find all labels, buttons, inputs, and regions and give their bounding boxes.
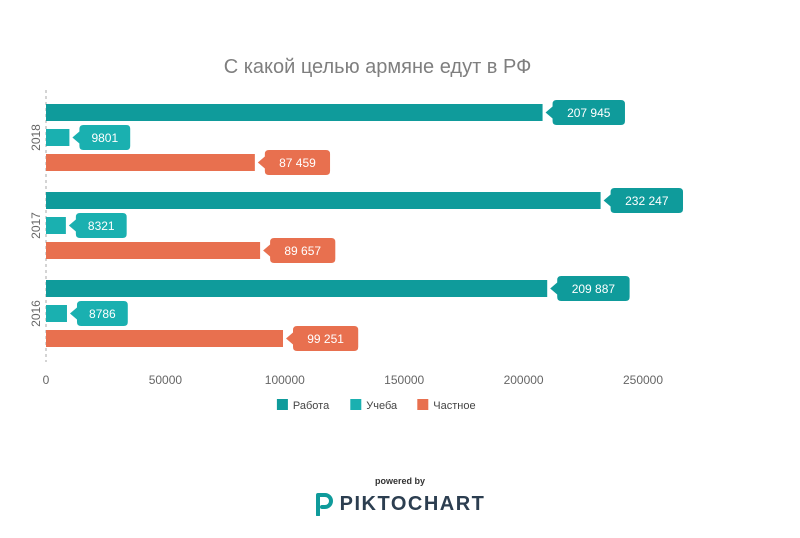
x-tick-label-200000: 200000 xyxy=(504,373,544,387)
legend-label-1: Учеба xyxy=(366,400,398,412)
data-label-bubble-2018-0 xyxy=(545,100,625,125)
data-label-bubble-2016-2 xyxy=(286,326,359,351)
bar-2017-0 xyxy=(46,192,601,209)
data-label-2017-1: 8321 xyxy=(88,219,115,233)
bar-2018-2 xyxy=(46,154,255,171)
data-label-bubble-2018-1 xyxy=(72,125,131,150)
data-label-2016-0: 209 887 xyxy=(572,282,616,296)
x-tick-label-50000: 50000 xyxy=(149,373,183,387)
data-label-2016-1: 8786 xyxy=(89,307,116,321)
data-label-2018-1: 9801 xyxy=(91,131,118,145)
chart: 2018 207 945 9801 87 459 2017 232 247 8321 89 6… xyxy=(29,90,684,412)
data-label-2016-2: 99 251 xyxy=(307,332,344,346)
data-label-2017-0: 232 247 xyxy=(625,194,669,208)
bar-2018-0 xyxy=(46,104,543,121)
piktochart-branding[interactable]: powered by PIKTOCHART xyxy=(0,476,800,521)
piktochart-logo-icon xyxy=(315,493,333,516)
bar-2016-2 xyxy=(46,330,284,347)
legend-swatch-1 xyxy=(350,399,362,410)
x-tick-label-250000: 250000 xyxy=(623,373,663,387)
data-label-2018-2: 87 459 xyxy=(279,156,316,170)
bar-2017-2 xyxy=(46,242,261,259)
data-label-2018-0: 207 945 xyxy=(567,106,611,120)
legend-label-2: Частное xyxy=(433,400,475,412)
category-label-2016: 2016 xyxy=(29,300,43,327)
bar-2017-1 xyxy=(46,217,66,234)
powered-by-text: powered by xyxy=(374,476,425,486)
bar-2016-0 xyxy=(46,280,548,297)
piktochart-wordmark: PIKTOCHART xyxy=(339,492,486,515)
chart-title: С какой целью армяне едут в РФ xyxy=(223,56,532,78)
data-label-bubble-2017-2 xyxy=(263,238,336,263)
x-tick-label-150000: 150000 xyxy=(384,373,424,387)
category-label-2017: 2017 xyxy=(29,212,43,239)
category-label-2018: 2018 xyxy=(29,124,43,151)
legend-swatch-0 xyxy=(276,399,288,410)
data-label-bubble-2016-0 xyxy=(550,276,630,301)
x-tick-label-0: 0 xyxy=(43,373,50,387)
bar-2016-1 xyxy=(46,305,67,322)
legend-swatch-2 xyxy=(417,399,429,410)
data-label-bubble-2017-1 xyxy=(68,213,127,238)
data-label-2017-2: 89 657 xyxy=(284,244,321,258)
legend-label-0: Работа xyxy=(293,400,330,412)
bar-2018-1 xyxy=(46,129,70,146)
data-label-bubble-2016-1 xyxy=(69,301,128,326)
x-tick-label-100000: 100000 xyxy=(265,373,305,387)
data-label-bubble-2018-2 xyxy=(257,150,331,175)
data-label-bubble-2017-0 xyxy=(603,188,684,213)
